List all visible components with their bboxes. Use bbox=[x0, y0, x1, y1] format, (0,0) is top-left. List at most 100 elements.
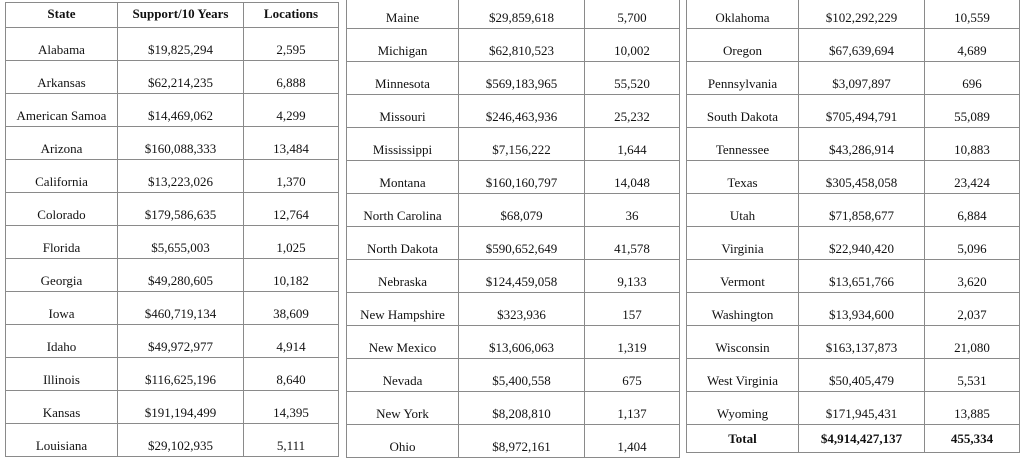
support-cell: $160,088,333 bbox=[117, 126, 244, 160]
state-cell: Iowa bbox=[5, 291, 118, 325]
table-row: Tennessee $43,286,914 10,883 bbox=[686, 127, 1020, 161]
table-row: American Samoa $14,469,062 4,299 bbox=[5, 93, 339, 127]
state-cell: New Mexico bbox=[346, 325, 459, 359]
table-row: Nevada $5,400,558 675 bbox=[346, 358, 680, 392]
table-row: Mississippi $7,156,222 1,644 bbox=[346, 127, 680, 161]
state-cell: Missouri bbox=[346, 94, 459, 128]
locations-cell: 3,620 bbox=[924, 259, 1020, 293]
state-cell: Nebraska bbox=[346, 259, 459, 293]
locations-cell: 1,404 bbox=[584, 424, 680, 458]
locations-cell: 23,424 bbox=[924, 160, 1020, 194]
locations-cell: 4,914 bbox=[243, 324, 339, 358]
state-cell: Kansas bbox=[5, 390, 118, 424]
support-cell: $13,934,600 bbox=[798, 292, 925, 326]
support-cell: $5,400,558 bbox=[458, 358, 585, 392]
support-cell: $29,102,935 bbox=[117, 423, 244, 457]
support-cell: $705,494,791 bbox=[798, 94, 925, 128]
state-cell: American Samoa bbox=[5, 93, 118, 127]
table-row: Louisiana $29,102,935 5,111 bbox=[5, 423, 339, 457]
locations-cell: 13,885 bbox=[924, 391, 1020, 425]
support-cell: $29,859,618 bbox=[458, 0, 585, 29]
table-row: Wyoming $171,945,431 13,885 bbox=[686, 391, 1020, 425]
state-cell: Alabama bbox=[5, 27, 118, 61]
locations-cell: 38,609 bbox=[243, 291, 339, 325]
state-cell: Tennessee bbox=[686, 127, 799, 161]
table-row: Maine $29,859,618 5,700 bbox=[346, 0, 680, 29]
table-row: Oklahoma $102,292,229 10,559 bbox=[686, 0, 1020, 29]
table-row: Florida $5,655,003 1,025 bbox=[5, 225, 339, 259]
locations-cell: 10,559 bbox=[924, 0, 1020, 29]
table-row: New York $8,208,810 1,137 bbox=[346, 391, 680, 425]
state-cell: North Carolina bbox=[346, 193, 459, 227]
state-cell: Minnesota bbox=[346, 61, 459, 95]
locations-cell: 5,531 bbox=[924, 358, 1020, 392]
support-cell: $8,208,810 bbox=[458, 391, 585, 425]
table-row: North Carolina $68,079 36 bbox=[346, 193, 680, 227]
locations-cell: 8,640 bbox=[243, 357, 339, 391]
table-row: Texas $305,458,058 23,424 bbox=[686, 160, 1020, 194]
table-row: Iowa $460,719,134 38,609 bbox=[5, 291, 339, 325]
locations-cell: 10,002 bbox=[584, 28, 680, 62]
table-row: Alabama $19,825,294 2,595 bbox=[5, 27, 339, 61]
locations-cell: 2,595 bbox=[243, 27, 339, 61]
header-support: Support/10 Years bbox=[117, 2, 244, 28]
locations-cell: 55,520 bbox=[584, 61, 680, 95]
state-cell: Wisconsin bbox=[686, 325, 799, 359]
header-locations: Locations bbox=[243, 2, 339, 28]
support-cell: $14,469,062 bbox=[117, 93, 244, 127]
table-row: Montana $160,160,797 14,048 bbox=[346, 160, 680, 194]
header-row: State Support/10 Years Locations bbox=[5, 2, 339, 28]
support-cell: $569,183,965 bbox=[458, 61, 585, 95]
state-cell: New Hampshire bbox=[346, 292, 459, 326]
support-cell: $246,463,936 bbox=[458, 94, 585, 128]
support-cell: $49,972,977 bbox=[117, 324, 244, 358]
support-cell: $13,606,063 bbox=[458, 325, 585, 359]
table-row: New Hampshire $323,936 157 bbox=[346, 292, 680, 326]
total-label: Total bbox=[686, 424, 799, 453]
locations-cell: 10,182 bbox=[243, 258, 339, 292]
table-row: Utah $71,858,677 6,884 bbox=[686, 193, 1020, 227]
state-cell: Mississippi bbox=[346, 127, 459, 161]
state-cell: California bbox=[5, 159, 118, 193]
locations-cell: 5,111 bbox=[243, 423, 339, 457]
support-cell: $13,651,766 bbox=[798, 259, 925, 293]
support-table-part-3: Oklahoma $102,292,229 10,559 Oregon $67,639,… bbox=[686, 0, 1020, 453]
locations-cell: 6,888 bbox=[243, 60, 339, 94]
table-row: Arizona $160,088,333 13,484 bbox=[5, 126, 339, 160]
state-cell: Wyoming bbox=[686, 391, 799, 425]
locations-cell: 13,484 bbox=[243, 126, 339, 160]
table-row: South Dakota $705,494,791 55,089 bbox=[686, 94, 1020, 128]
state-cell: Oregon bbox=[686, 28, 799, 62]
locations-cell: 9,133 bbox=[584, 259, 680, 293]
table-row: Colorado $179,586,635 12,764 bbox=[5, 192, 339, 226]
state-cell: Texas bbox=[686, 160, 799, 194]
table-row: Kansas $191,194,499 14,395 bbox=[5, 390, 339, 424]
locations-cell: 1,644 bbox=[584, 127, 680, 161]
table-row: Arkansas $62,214,235 6,888 bbox=[5, 60, 339, 94]
support-cell: $124,459,058 bbox=[458, 259, 585, 293]
state-cell: New York bbox=[346, 391, 459, 425]
table-row: Missouri $246,463,936 25,232 bbox=[346, 94, 680, 128]
table-row: Ohio $8,972,161 1,404 bbox=[346, 424, 680, 458]
locations-cell: 1,025 bbox=[243, 225, 339, 259]
support-cell: $62,214,235 bbox=[117, 60, 244, 94]
table-row: Minnesota $569,183,965 55,520 bbox=[346, 61, 680, 95]
locations-cell: 5,096 bbox=[924, 226, 1020, 260]
support-cell: $163,137,873 bbox=[798, 325, 925, 359]
support-cell: $7,156,222 bbox=[458, 127, 585, 161]
total-locations: 455,334 bbox=[924, 424, 1020, 453]
locations-cell: 14,048 bbox=[584, 160, 680, 194]
state-cell: Michigan bbox=[346, 28, 459, 62]
table-row: Washington $13,934,600 2,037 bbox=[686, 292, 1020, 326]
state-cell: North Dakota bbox=[346, 226, 459, 260]
locations-cell: 2,037 bbox=[924, 292, 1020, 326]
support-cell: $590,652,649 bbox=[458, 226, 585, 260]
support-cell: $116,625,196 bbox=[117, 357, 244, 391]
support-cell: $22,940,420 bbox=[798, 226, 925, 260]
locations-cell: 1,137 bbox=[584, 391, 680, 425]
table-row: Oregon $67,639,694 4,689 bbox=[686, 28, 1020, 62]
total-support: $4,914,427,137 bbox=[798, 424, 925, 453]
support-cell: $102,292,229 bbox=[798, 0, 925, 29]
total-row: Total $4,914,427,137 455,334 bbox=[686, 424, 1020, 453]
locations-cell: 157 bbox=[584, 292, 680, 326]
